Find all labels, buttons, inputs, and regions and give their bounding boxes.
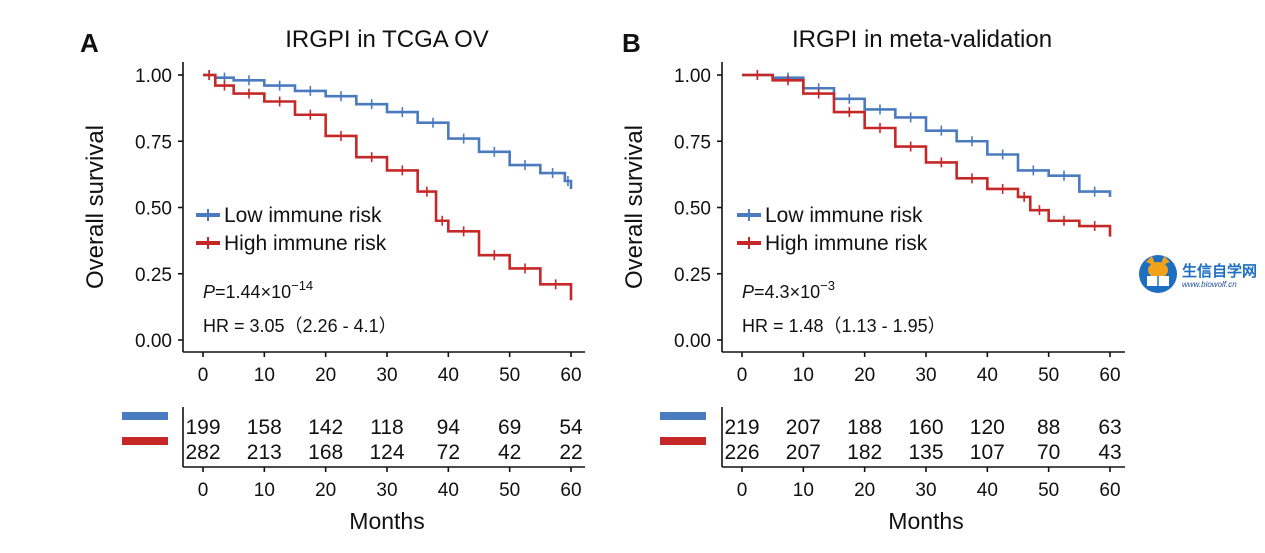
- risk-x-tick-label: 30: [376, 480, 397, 501]
- risk-x-tick-label: 20: [315, 480, 336, 501]
- risk-number: 63: [1098, 416, 1121, 439]
- risk-number: 182: [847, 441, 882, 464]
- x-tick-label: 10: [254, 365, 275, 386]
- risk-x-tick-label: 50: [499, 480, 520, 501]
- risk-row-swatch-high: [122, 437, 168, 445]
- risk-row-swatch-high: [660, 437, 706, 445]
- watermark-url: www.biowolf.cn: [1182, 280, 1237, 289]
- x-axis-label: Months: [349, 508, 424, 534]
- risk-x-tick-label: 20: [854, 480, 875, 501]
- risk-number: 42: [498, 441, 521, 464]
- risk-number: 94: [437, 416, 461, 439]
- risk-x-tick-label: 0: [198, 480, 209, 501]
- risk-number: 213: [247, 441, 282, 464]
- risk-x-tick-label: 60: [1099, 480, 1120, 501]
- x-tick-label: 20: [854, 365, 875, 386]
- survival-curve-high: [742, 73, 1112, 237]
- x-tick-label: 30: [376, 365, 397, 386]
- risk-number: 135: [908, 441, 943, 464]
- y-tick-label: 0.25: [674, 265, 711, 286]
- risk-number: 43: [1098, 441, 1121, 464]
- hazard-ratio: HR = 1.48（1.13 - 1.95）: [742, 316, 946, 336]
- risk-number: 160: [908, 416, 943, 439]
- survival-curve-high: [203, 73, 573, 301]
- risk-x-tick-label: 40: [977, 480, 998, 501]
- y-tick-label: 0.50: [135, 199, 172, 220]
- y-tick-label: 0.50: [674, 199, 711, 220]
- watermark-logo: 生信自学网 www.biowolf.cn: [1138, 252, 1262, 298]
- panel-a: A IRGPI in TCGA OV Overall survival 0.00 0.2…: [80, 26, 585, 534]
- risk-x-tick-label: 10: [793, 480, 814, 501]
- y-axis-label: Overall survival: [621, 125, 648, 289]
- risk-number: 54: [559, 416, 583, 439]
- survival-curve-low: [742, 73, 1112, 197]
- p-value: P=1.44×10−14: [203, 278, 313, 302]
- risk-x-tick-label: 40: [438, 480, 459, 501]
- risk-x-tick-label: 60: [560, 480, 581, 501]
- risk-number: 22: [559, 441, 582, 464]
- risk-number: 142: [308, 416, 343, 439]
- x-tick-label: 10: [793, 365, 814, 386]
- risk-number: 199: [185, 416, 220, 439]
- x-tick-label: 30: [915, 365, 936, 386]
- risk-number: 124: [369, 441, 404, 464]
- x-tick-label: 20: [315, 365, 336, 386]
- chart-title: IRGPI in TCGA OV: [285, 26, 489, 53]
- hazard-ratio: HR = 3.05（2.26 - 4.1）: [203, 316, 397, 336]
- risk-number: 120: [970, 416, 1005, 439]
- panel-b: B IRGPI in meta-validation Overall surviva…: [621, 26, 1125, 534]
- risk-number: 282: [185, 441, 220, 464]
- risk-number: 219: [724, 416, 759, 439]
- survival-curve-low: [203, 73, 573, 189]
- x-tick-label: 50: [1038, 365, 1059, 386]
- risk-number: 118: [370, 416, 403, 439]
- risk-x-tick-label: 0: [737, 480, 748, 501]
- p-value: P=4.3×10−3: [742, 278, 835, 302]
- x-tick-label: 50: [499, 365, 520, 386]
- x-tick-label: 0: [198, 365, 209, 386]
- panel-letter: B: [622, 28, 641, 58]
- risk-number: 188: [847, 416, 882, 439]
- y-tick-label: 1.00: [674, 66, 711, 87]
- legend-label: High immune risk: [224, 232, 387, 255]
- risk-x-tick-label: 30: [915, 480, 936, 501]
- risk-number: 226: [724, 441, 759, 464]
- chart-title: IRGPI in meta-validation: [792, 26, 1052, 53]
- risk-row-swatch-low: [122, 412, 168, 420]
- x-tick-label: 60: [560, 365, 581, 386]
- legend-label: High immune risk: [765, 232, 928, 255]
- watermark-text: 生信自学网: [1182, 263, 1258, 280]
- y-axis-label: Overall survival: [82, 125, 109, 289]
- risk-number: 70: [1037, 441, 1060, 464]
- legend-label: Low immune risk: [765, 204, 923, 227]
- risk-number: 107: [970, 441, 1005, 464]
- risk-x-tick-label: 10: [254, 480, 275, 501]
- y-tick-label: 0.00: [674, 331, 711, 352]
- risk-number: 207: [786, 441, 821, 464]
- y-tick-label: 0.25: [135, 265, 172, 286]
- legend-label: Low immune risk: [224, 204, 382, 227]
- panel-letter: A: [80, 28, 99, 58]
- x-tick-label: 40: [977, 365, 998, 386]
- x-tick-label: 0: [737, 365, 748, 386]
- y-tick-label: 0.75: [674, 132, 711, 153]
- risk-number: 88: [1037, 416, 1060, 439]
- y-tick-label: 0.00: [135, 331, 172, 352]
- fox-book-logo-icon: [1139, 255, 1177, 293]
- risk-number: 69: [498, 416, 521, 439]
- risk-number: 158: [247, 416, 282, 439]
- risk-number: 207: [786, 416, 821, 439]
- x-axis-label: Months: [888, 508, 963, 534]
- risk-number: 168: [308, 441, 343, 464]
- risk-number: 72: [437, 441, 460, 464]
- x-tick-label: 60: [1099, 365, 1120, 386]
- y-tick-label: 0.75: [135, 132, 172, 153]
- y-tick-label: 1.00: [135, 66, 172, 87]
- risk-row-swatch-low: [660, 412, 706, 420]
- x-tick-label: 40: [438, 365, 459, 386]
- risk-x-tick-label: 50: [1038, 480, 1059, 501]
